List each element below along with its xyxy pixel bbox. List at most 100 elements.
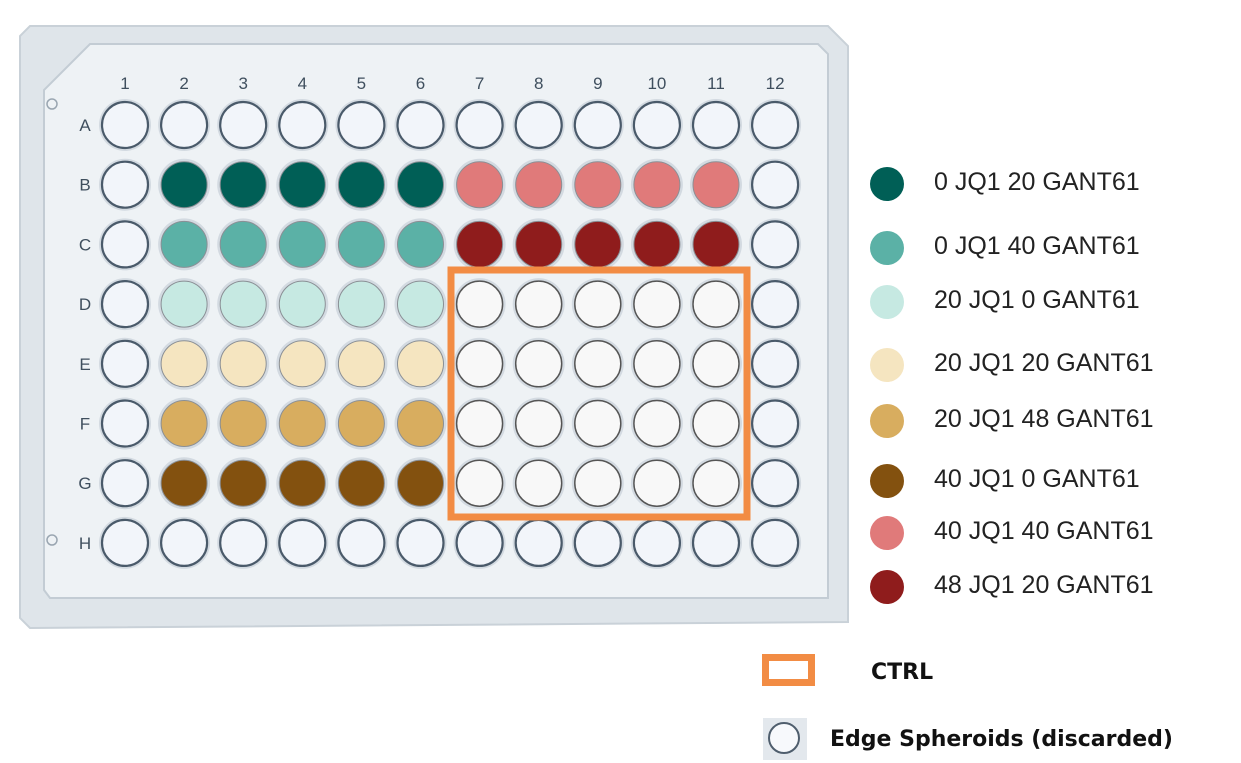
column-label: 2 bbox=[179, 74, 188, 93]
well-F3 bbox=[219, 400, 267, 447]
legend-label: 0 JQ1 40 GANT61 bbox=[934, 232, 1140, 260]
legend-item: 40 JQ1 40 GANT61 bbox=[870, 513, 1154, 553]
well-E7 bbox=[455, 340, 504, 388]
well-E12 bbox=[750, 339, 800, 388]
row-label: H bbox=[79, 534, 91, 553]
row-label: D bbox=[79, 295, 91, 314]
well-F2 bbox=[160, 400, 208, 447]
well-F8 bbox=[514, 399, 563, 448]
legend-swatch bbox=[870, 404, 904, 438]
row-label: E bbox=[79, 355, 90, 374]
row-labels: A B C D E F G H bbox=[78, 116, 91, 553]
well-H11 bbox=[691, 518, 741, 568]
legend-item: 20 JQ1 20 GANT61 bbox=[870, 345, 1154, 385]
column-label: 3 bbox=[238, 74, 247, 93]
well-D12 bbox=[750, 280, 800, 329]
legend-label: 48 JQ1 20 GANT61 bbox=[934, 571, 1154, 599]
well-F1 bbox=[100, 399, 150, 448]
well-D2 bbox=[160, 280, 208, 328]
well-F12 bbox=[750, 399, 800, 448]
column-label: 8 bbox=[534, 74, 543, 93]
edge-key-well-icon bbox=[768, 722, 800, 754]
well-H9 bbox=[573, 518, 622, 568]
wells bbox=[99, 99, 802, 569]
row-label: F bbox=[80, 415, 90, 434]
column-label: 5 bbox=[357, 74, 366, 93]
well-H6 bbox=[396, 518, 445, 568]
well-D3 bbox=[219, 280, 267, 328]
well-G7 bbox=[455, 459, 504, 507]
well-F9 bbox=[574, 399, 622, 448]
ctrl-key-swatch bbox=[762, 654, 815, 686]
well-H2 bbox=[160, 518, 209, 568]
column-label: 1 bbox=[120, 74, 129, 93]
legend-swatch bbox=[870, 348, 904, 382]
well-C3 bbox=[219, 220, 267, 268]
well-A5 bbox=[337, 100, 386, 150]
legend-label: 20 JQ1 20 GANT61 bbox=[934, 349, 1154, 377]
legend-swatch bbox=[870, 464, 904, 498]
well-G12 bbox=[750, 459, 800, 508]
well-G11 bbox=[692, 459, 740, 507]
well-C12 bbox=[750, 220, 800, 269]
row-label: C bbox=[79, 235, 91, 254]
well-B3 bbox=[219, 161, 267, 209]
well-G4 bbox=[278, 459, 326, 507]
well-B7 bbox=[456, 161, 504, 209]
well-E2 bbox=[160, 340, 208, 388]
column-label: 10 bbox=[647, 74, 666, 93]
column-label: 11 bbox=[707, 74, 725, 93]
well-E11 bbox=[692, 340, 740, 388]
well-C2 bbox=[160, 220, 208, 268]
well-F7 bbox=[455, 399, 504, 448]
well-C10 bbox=[633, 220, 681, 268]
well-B6 bbox=[397, 161, 444, 209]
well-A9 bbox=[573, 100, 622, 150]
well-B5 bbox=[337, 161, 385, 209]
well-E6 bbox=[397, 340, 444, 388]
well-H1 bbox=[100, 518, 150, 568]
well-H10 bbox=[632, 518, 682, 568]
well-B1 bbox=[100, 160, 150, 209]
well-F10 bbox=[633, 399, 681, 448]
well-E5 bbox=[337, 340, 385, 388]
well-A3 bbox=[219, 100, 268, 150]
well-B11 bbox=[692, 161, 740, 209]
well-A1 bbox=[100, 100, 150, 150]
plate-notch-bottom bbox=[46, 534, 58, 546]
well-H7 bbox=[455, 518, 504, 568]
well-A6 bbox=[396, 100, 445, 150]
ctrl-key-label: CTRL bbox=[871, 660, 934, 685]
well-G10 bbox=[633, 459, 681, 507]
well-D10 bbox=[633, 280, 681, 328]
well-C7 bbox=[456, 220, 504, 268]
well-G8 bbox=[514, 459, 563, 507]
edge-key-label: Edge Spheroids (discarded) bbox=[830, 727, 1173, 752]
column-label: 4 bbox=[298, 74, 307, 93]
well-H12 bbox=[750, 518, 800, 568]
well-D1 bbox=[100, 280, 150, 329]
legend-swatch bbox=[870, 285, 904, 319]
well-C5 bbox=[337, 220, 385, 268]
row-label: G bbox=[78, 474, 91, 493]
well-C11 bbox=[692, 220, 740, 268]
legend-item: 0 JQ1 40 GANT61 bbox=[870, 228, 1140, 268]
legend-swatch bbox=[870, 516, 904, 550]
well-D8 bbox=[514, 280, 563, 328]
well-G6 bbox=[397, 459, 444, 507]
well-A11 bbox=[691, 100, 741, 150]
well-C6 bbox=[397, 220, 444, 268]
row-label: B bbox=[79, 176, 90, 195]
legend-label: 20 JQ1 0 GANT61 bbox=[934, 286, 1140, 314]
well-A8 bbox=[514, 100, 563, 150]
legend-item: 20 JQ1 0 GANT61 bbox=[870, 282, 1140, 322]
well-B12 bbox=[750, 160, 800, 209]
well-C1 bbox=[100, 220, 150, 269]
well-H5 bbox=[337, 518, 386, 568]
column-label: 7 bbox=[475, 74, 484, 93]
legend-swatch bbox=[870, 570, 904, 604]
well-C9 bbox=[574, 220, 622, 268]
legend-item: 40 JQ1 0 GANT61 bbox=[870, 461, 1140, 501]
well-D7 bbox=[455, 280, 504, 328]
well-D11 bbox=[692, 280, 740, 328]
